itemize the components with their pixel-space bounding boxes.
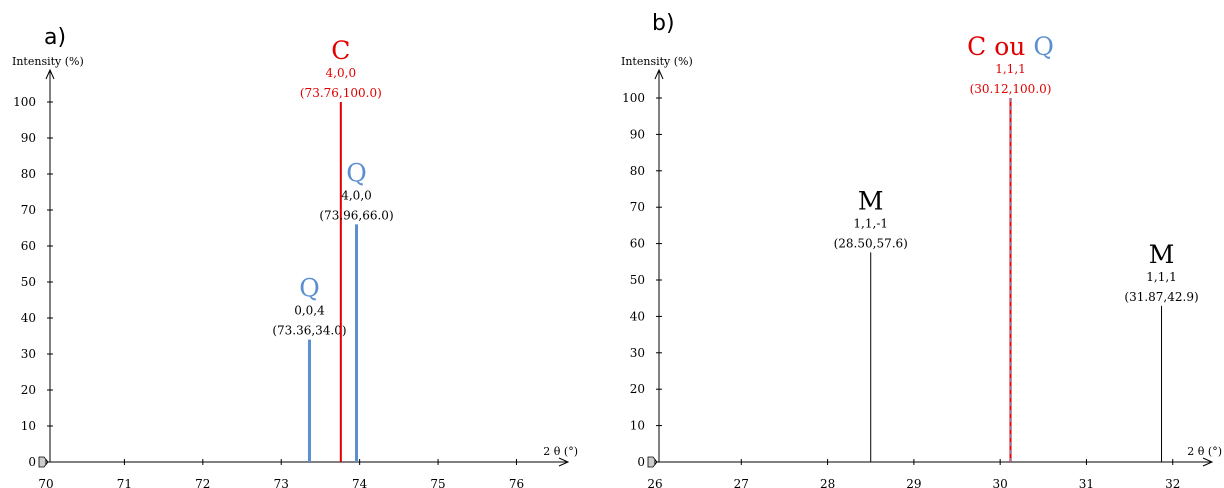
y-tick-label: 20 bbox=[21, 383, 36, 397]
y-tick-label: 0 bbox=[637, 455, 645, 469]
y-tick-label: 0 bbox=[28, 455, 36, 469]
x-axis-arrow bbox=[558, 457, 570, 467]
x-tick-label: 29 bbox=[906, 477, 921, 488]
phase-label-part: C bbox=[967, 32, 986, 61]
x-axis-title: 2 θ (°) bbox=[1187, 445, 1222, 458]
panel-label: a) bbox=[44, 25, 66, 50]
panel-b: b) Intensity (%) 2 θ (°) 0 10 20 30 40 50 60 70 80 9… bbox=[621, 11, 1222, 488]
origin-marker bbox=[647, 456, 658, 468]
x-tick-label: 28 bbox=[820, 477, 835, 488]
peak-hkl-label: 1,1,1 bbox=[995, 62, 1026, 76]
peak-hkl-label: 4,0,0 bbox=[341, 188, 372, 202]
y-tick-label: 100 bbox=[13, 95, 36, 109]
peak-phase-label: M bbox=[1149, 240, 1175, 269]
y-tick-label: 40 bbox=[630, 309, 645, 323]
peak-phase-label: C bbox=[331, 36, 350, 65]
y-tick-label: 60 bbox=[630, 237, 645, 251]
origin-marker bbox=[38, 456, 49, 468]
x-tick-label: 73 bbox=[274, 477, 289, 488]
peak-hkl-label: 4,0,0 bbox=[326, 66, 357, 80]
x-tick-label: 27 bbox=[734, 477, 749, 488]
x-tick-label: 75 bbox=[430, 477, 445, 488]
y-tick-label: 20 bbox=[630, 382, 645, 396]
peak-coord-label: (73.96,66.0) bbox=[319, 208, 393, 222]
peak-coord-label: (31.87,42.9) bbox=[1124, 290, 1198, 304]
x-tick-label: 26 bbox=[647, 477, 662, 488]
peak-phase-label: M bbox=[858, 186, 884, 215]
y-tick-label: 90 bbox=[630, 127, 645, 141]
y-tick-label: 100 bbox=[622, 91, 645, 105]
peak-hkl-label: 1,1,-1 bbox=[853, 216, 888, 230]
peak-coord-label: (73.76,100.0) bbox=[300, 86, 382, 100]
peak-coord-label: (30.12,100.0) bbox=[970, 82, 1052, 96]
y-tick-label: 10 bbox=[21, 419, 36, 433]
x-tick-label: 74 bbox=[352, 477, 368, 488]
y-axis-arrow bbox=[45, 68, 55, 80]
x-axis-arrow bbox=[1202, 457, 1214, 467]
x-tick-label: 30 bbox=[993, 477, 1008, 488]
y-tick-label: 80 bbox=[21, 167, 36, 181]
x-tick-label: 76 bbox=[509, 477, 524, 488]
peak-phase-label: Q bbox=[346, 158, 367, 187]
y-axis-title: Intensity (%) bbox=[12, 55, 84, 68]
phase-label-part: Q bbox=[1033, 32, 1054, 61]
peak-coord-label: (73.36,34.0) bbox=[272, 324, 346, 338]
y-tick-label: 70 bbox=[630, 200, 645, 214]
y-tick-label: 30 bbox=[21, 347, 36, 361]
y-tick-label: 40 bbox=[21, 311, 36, 325]
phase-label-part: ou bbox=[986, 32, 1033, 61]
peak-hkl-label: 1,1,1 bbox=[1146, 270, 1177, 284]
peak-phase-label: C ou Q bbox=[967, 32, 1054, 61]
y-tick-label: 10 bbox=[630, 419, 645, 433]
peak-phase-label: Q bbox=[299, 274, 320, 303]
y-tick-label: 60 bbox=[21, 239, 36, 253]
x-tick-label: 71 bbox=[117, 477, 132, 488]
panel-label: b) bbox=[652, 11, 675, 36]
panel-a: a) Intensity (%) 2 θ (°) 0 10 20 30 40 50 60 70 80 9… bbox=[12, 25, 578, 488]
peak-coord-label: (28.50,57.6) bbox=[834, 236, 908, 250]
y-tick-label: 70 bbox=[21, 203, 36, 217]
x-tick-label: 70 bbox=[38, 477, 53, 488]
y-tick-label: 80 bbox=[630, 164, 645, 178]
y-tick-label: 50 bbox=[21, 275, 36, 289]
x-tick-label: 31 bbox=[1079, 477, 1094, 488]
y-tick-label: 50 bbox=[630, 273, 645, 287]
x-tick-label: 32 bbox=[1165, 477, 1180, 488]
y-axis-title: Intensity (%) bbox=[621, 55, 693, 68]
x-axis-title: 2 θ (°) bbox=[543, 445, 578, 458]
y-axis-arrow bbox=[654, 68, 664, 80]
y-tick-label: 90 bbox=[21, 131, 36, 145]
x-tick-label: 72 bbox=[195, 477, 210, 488]
peak-hkl-label: 0,0,4 bbox=[294, 304, 325, 318]
y-tick-label: 30 bbox=[630, 346, 645, 360]
